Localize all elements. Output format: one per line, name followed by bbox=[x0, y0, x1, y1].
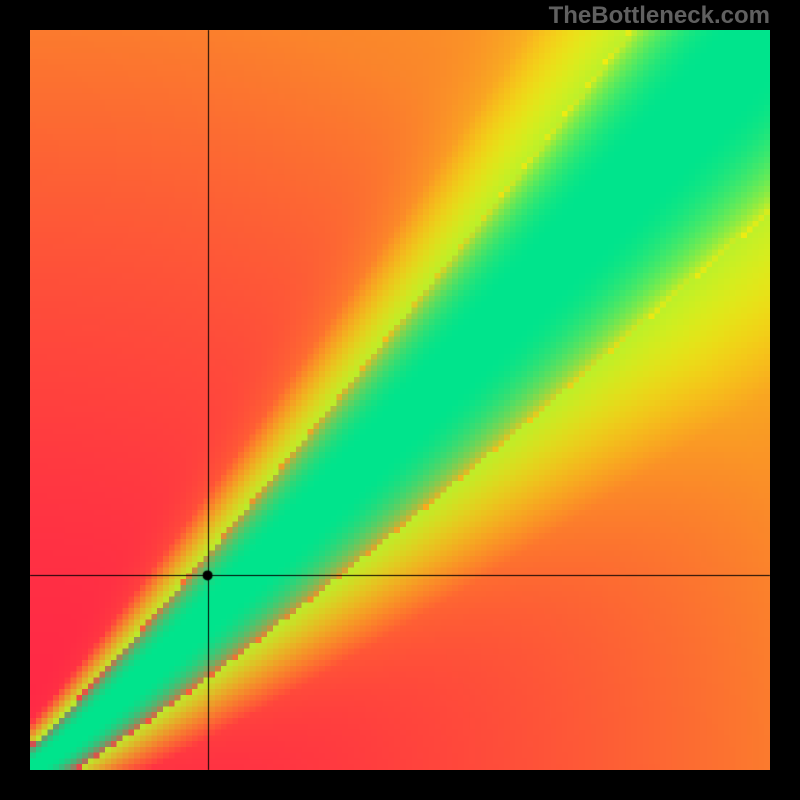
chart-container: TheBottleneck.com bbox=[0, 0, 800, 800]
watermark-text: TheBottleneck.com bbox=[549, 2, 770, 30]
bottleneck-heatmap bbox=[30, 30, 770, 770]
